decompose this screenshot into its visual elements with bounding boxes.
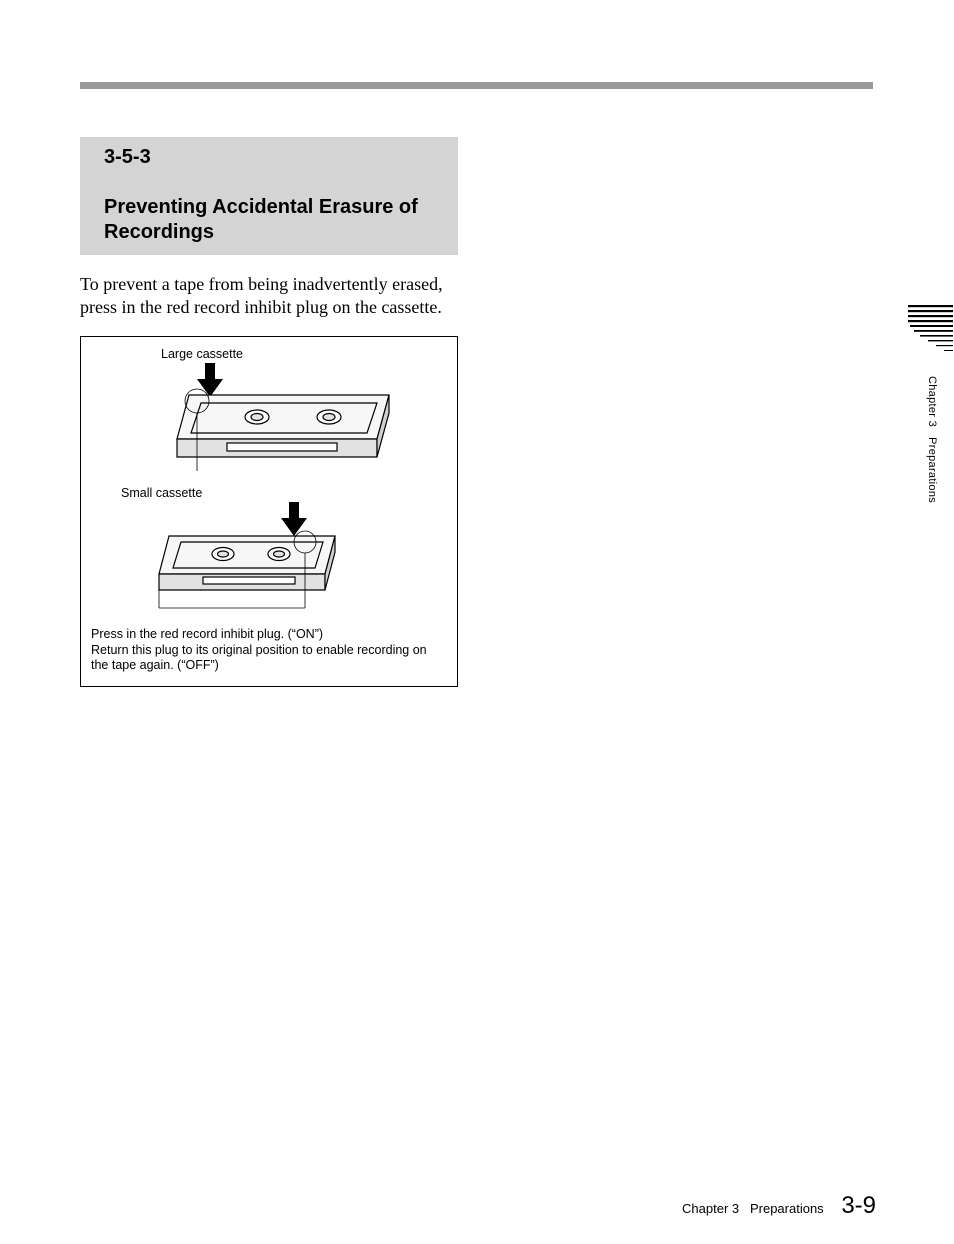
figure-caption: Press in the red record inhibit plug. (“… — [89, 627, 449, 674]
large-cassette-icon — [177, 389, 389, 471]
thumb-index-bars-icon — [908, 305, 953, 357]
figure-box: Large cassette — [80, 336, 458, 687]
page-number: 3-9 — [841, 1192, 876, 1219]
large-cassette-label: Large cassette — [161, 347, 449, 361]
arrow-down-icon — [197, 363, 223, 397]
small-cassette-label: Small cassette — [121, 486, 449, 500]
page-footer: Chapter 3 Preparations 3-9 — [682, 1192, 876, 1220]
small-cassette-icon — [159, 531, 335, 608]
small-cassette-diagram — [89, 502, 449, 617]
footer-chapter: Chapter 3 — [682, 1201, 739, 1216]
large-cassette-diagram — [89, 363, 449, 478]
side-tab: Chapter 3 Preparations — [904, 305, 954, 545]
heading-text: 3-5-3 Preventing Accidental Erasure of R… — [104, 145, 448, 245]
body-paragraph: To prevent a tape from being inadvertent… — [80, 273, 480, 318]
top-rule — [80, 82, 873, 89]
footer-title: Preparations — [750, 1201, 824, 1216]
section-heading: 3-5-3 Preventing Accidental Erasure of R… — [80, 137, 458, 255]
side-tab-label: Chapter 3 Preparations — [926, 376, 938, 503]
